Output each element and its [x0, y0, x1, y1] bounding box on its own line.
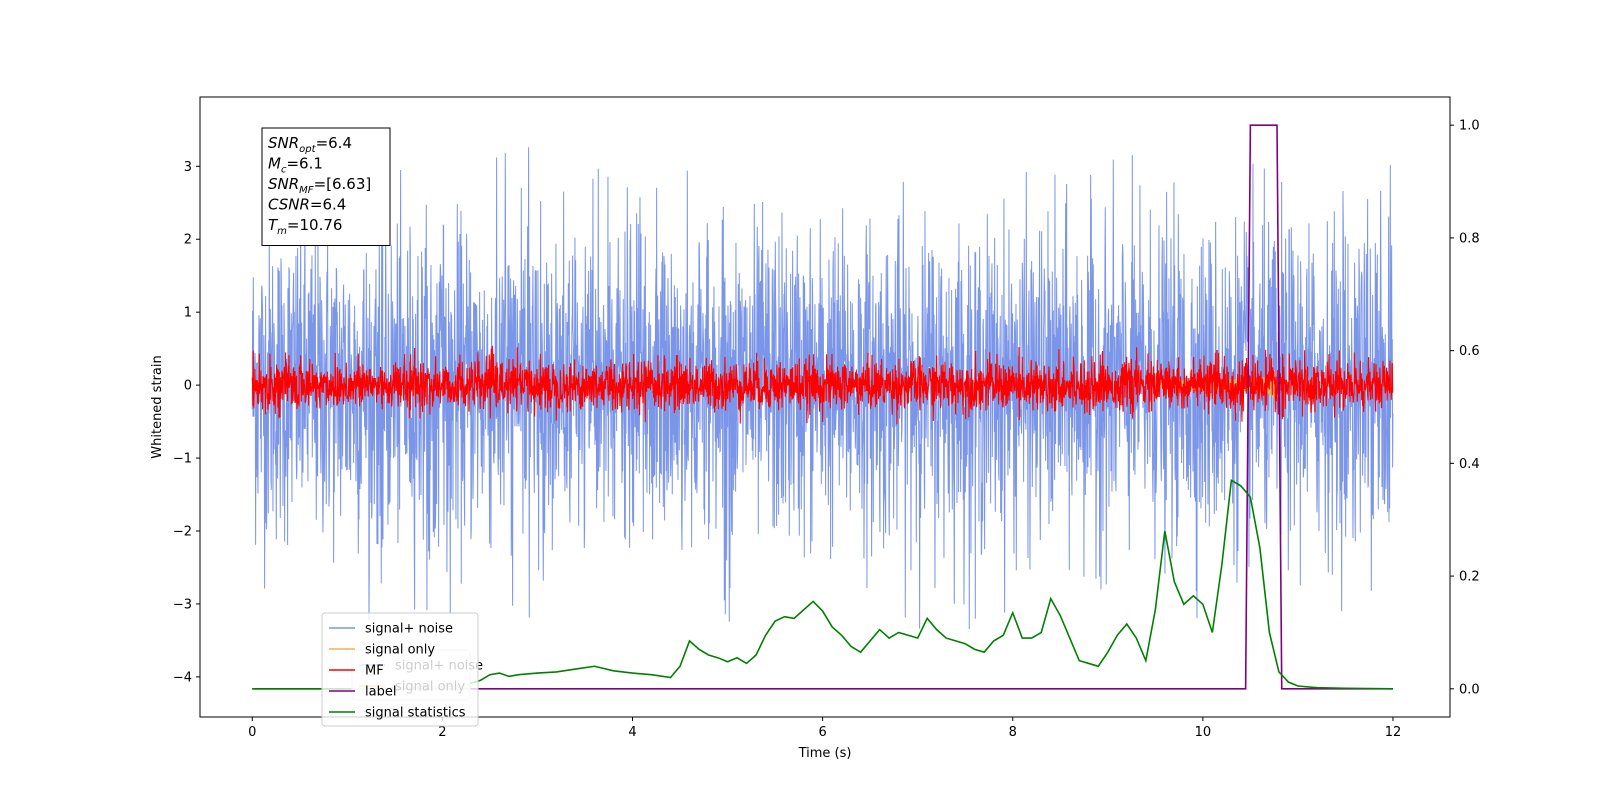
legend-frame: [321, 612, 479, 727]
y-tick-label: −2: [173, 525, 192, 540]
legend-label: signal statistics: [365, 706, 466, 721]
series-line: [252, 478, 1393, 690]
annotation-frame: [261, 127, 391, 246]
legend: signal+ noise signal onlysignal+ noise sig…: [321, 612, 483, 727]
x-tick-label: 12: [1385, 725, 1402, 740]
legend-label: signal+ noise: [365, 622, 453, 637]
series-line: [251, 147, 1394, 630]
y2-tick-label: 1.0: [1459, 119, 1480, 134]
series-mf: [251, 346, 1394, 425]
y-tick-label: 0: [184, 379, 192, 394]
legend-label: MF: [365, 664, 384, 679]
series-signal-noise: [251, 147, 1394, 630]
x-axis: 0 2 4 6 8 10 12: [248, 717, 1401, 740]
y-tick-label: −3: [173, 597, 192, 612]
y2-tick-label: 0.2: [1459, 570, 1480, 585]
legend-label: signal only: [365, 643, 435, 658]
x-tick-label: 6: [818, 725, 826, 740]
axes-frame: [199, 96, 1451, 718]
y-axis-right: 0.0 0.2 0.4 0.6 0.8 1.0: [1450, 119, 1480, 697]
y-tick-label: −1: [173, 452, 192, 467]
y2-tick-label: 0.6: [1459, 344, 1480, 359]
series-line: [252, 124, 1393, 690]
x-tick-label: 4: [628, 725, 636, 740]
y2-tick-label: 0.0: [1459, 682, 1480, 697]
annotation-line: CSNR=6.4: [268, 196, 346, 214]
legend-box: signal+ noise signal only MF label signal st…: [321, 612, 479, 727]
x-tick-label: 10: [1195, 725, 1212, 740]
x-tick-label: 8: [1009, 725, 1017, 740]
series-label: [252, 124, 1393, 690]
y-axis-left: −4 −3 −2 −1 0 1 2 3: [173, 160, 200, 685]
annotation-line: Tm=10.76: [268, 216, 342, 237]
x-tick-label: 2: [438, 725, 446, 740]
y-tick-label: −4: [173, 670, 192, 685]
y-tick-label: 2: [184, 233, 192, 248]
series-line: [251, 346, 1394, 425]
y-axis-label: Whitened strain: [150, 355, 165, 458]
annotation-line: SNRMF=[6.63]: [268, 175, 371, 196]
annotation-line: SNRopt=6.4: [268, 134, 352, 155]
y2-tick-label: 0.4: [1459, 457, 1480, 472]
y2-tick-label: 0.8: [1459, 231, 1480, 246]
x-tick-label: 0: [248, 725, 256, 740]
plot-area: [251, 124, 1394, 690]
x-axis-label: Time (s): [798, 746, 852, 761]
y-tick-label: 1: [184, 306, 192, 321]
legend-label: label: [365, 685, 396, 700]
annotation-line: Mc=6.1: [268, 155, 323, 176]
y-tick-label: 3: [184, 160, 192, 175]
